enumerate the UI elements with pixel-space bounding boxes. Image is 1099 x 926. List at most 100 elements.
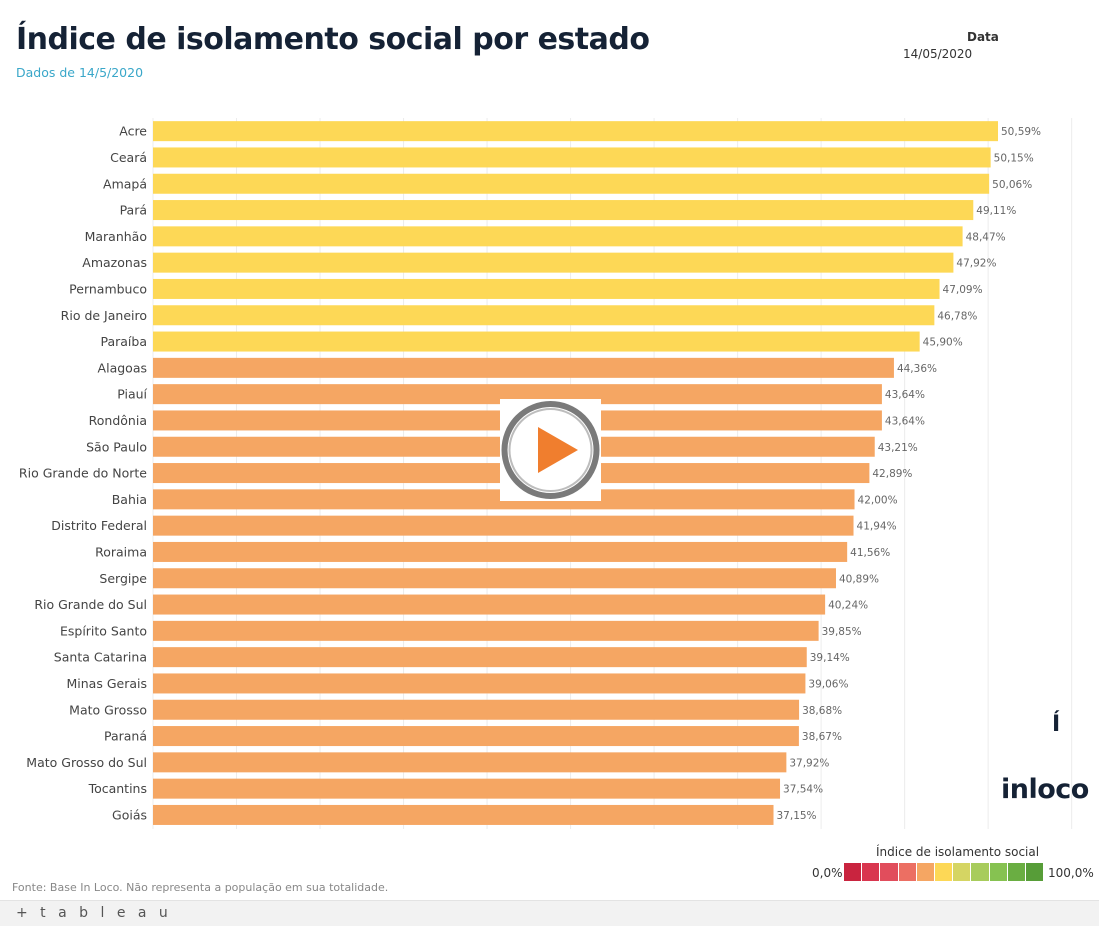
category-label: Rio de Janeiro xyxy=(61,308,147,323)
value-label: 39,14% xyxy=(810,652,850,664)
legend-swatch xyxy=(844,863,863,881)
value-label: 47,09% xyxy=(943,284,983,296)
category-label: Tocantins xyxy=(88,781,147,796)
category-label: Mato Grosso do Sul xyxy=(26,755,147,770)
legend-swatch xyxy=(880,863,899,881)
value-label: 43,64% xyxy=(885,389,925,401)
value-label: 42,00% xyxy=(858,494,898,506)
legend-swatch xyxy=(953,863,972,881)
value-label: 43,21% xyxy=(878,442,918,454)
category-label: Piauí xyxy=(117,387,147,402)
category-label: Amapá xyxy=(103,176,147,191)
legend-swatch xyxy=(862,863,881,881)
category-label: Distrito Federal xyxy=(51,518,147,533)
value-label: 38,67% xyxy=(802,731,842,743)
legend-swatch xyxy=(989,863,1008,881)
bar[interactable] xyxy=(153,594,826,615)
bar[interactable] xyxy=(153,515,854,536)
category-label: Espírito Santo xyxy=(60,623,147,638)
value-label: 41,56% xyxy=(850,547,890,559)
play-icon[interactable] xyxy=(500,399,601,501)
bar[interactable] xyxy=(153,200,974,221)
bar[interactable] xyxy=(153,726,799,747)
date-filter-value[interactable]: 14/05/2020 xyxy=(903,47,973,61)
category-labels: Acre Ceará Amapá Pará Maranhão Amazonas Pernam… xyxy=(19,124,148,823)
category-label: Maranhão xyxy=(85,229,147,244)
bar[interactable] xyxy=(153,620,819,641)
bar[interactable] xyxy=(153,226,963,247)
category-label: Minas Gerais xyxy=(67,676,148,691)
legend-swatch xyxy=(934,863,954,881)
category-label: Pará xyxy=(120,203,147,218)
category-label: Acre xyxy=(119,124,147,139)
value-label: 37,54% xyxy=(783,784,823,796)
bar[interactable] xyxy=(153,541,848,562)
value-label: 42,89% xyxy=(872,468,912,480)
legend-swatch xyxy=(916,863,935,881)
bar[interactable] xyxy=(153,673,806,694)
legend-min-label: 0,0% xyxy=(812,866,843,880)
tableau-logo[interactable]: + t a b l e a u xyxy=(16,905,172,921)
category-label: Rio Grande do Norte xyxy=(19,466,147,481)
category-label: Mato Grosso xyxy=(69,702,147,717)
value-label: 50,59% xyxy=(1001,126,1041,138)
legend-swatch xyxy=(1025,863,1045,881)
category-label: Amazonas xyxy=(82,255,147,270)
value-label: 43,64% xyxy=(885,415,925,427)
bar[interactable] xyxy=(153,121,998,142)
date-filter-label: Data xyxy=(967,30,999,44)
category-label: Paraíba xyxy=(100,334,147,349)
category-label: Rondônia xyxy=(89,413,147,428)
category-label: Alagoas xyxy=(98,360,147,375)
bar[interactable] xyxy=(153,778,781,799)
value-label: 37,15% xyxy=(777,810,817,822)
value-label: 38,68% xyxy=(802,705,842,717)
value-label: 44,36% xyxy=(897,363,937,375)
value-label: 40,24% xyxy=(828,600,868,612)
value-label: 41,94% xyxy=(857,521,897,533)
category-label: São Paulo xyxy=(86,439,147,454)
bar[interactable] xyxy=(153,647,807,668)
bar[interactable] xyxy=(153,252,954,273)
category-label: Paraná xyxy=(104,729,147,744)
value-labels: 50,59% 50,15% 50,06% 49,11% 48,47% 47,92% 47,0… xyxy=(777,126,1042,822)
value-label: 46,78% xyxy=(937,310,977,322)
video-play-overlay[interactable] xyxy=(500,399,601,501)
category-label: Pernambuco xyxy=(69,281,147,296)
legend-swatch xyxy=(898,863,917,881)
bar[interactable] xyxy=(153,278,940,299)
category-label: Santa Catarina xyxy=(54,650,147,665)
bar[interactable] xyxy=(153,147,991,168)
category-label: Rio Grande do Sul xyxy=(34,597,147,612)
tableau-footer: + t a b l e a u xyxy=(0,900,1099,926)
category-label: Goiás xyxy=(112,807,147,822)
value-label: 37,92% xyxy=(789,757,829,769)
chart-title: Índice de isolamento social por estado xyxy=(16,22,650,57)
value-label: 39,06% xyxy=(808,678,848,690)
value-label: 40,89% xyxy=(839,573,879,585)
bar[interactable] xyxy=(153,699,800,720)
bar[interactable] xyxy=(153,173,990,194)
legend-swatch xyxy=(971,863,990,881)
bar[interactable] xyxy=(153,804,774,825)
bar[interactable] xyxy=(153,568,836,589)
bar[interactable] xyxy=(153,331,920,352)
bar[interactable] xyxy=(153,305,935,326)
bar[interactable] xyxy=(153,357,894,378)
value-label: 50,15% xyxy=(994,152,1034,164)
inloco-logo[interactable]: inloco xyxy=(1001,774,1089,805)
legend-max-label: 100,0% xyxy=(1048,866,1094,880)
value-label: 47,92% xyxy=(956,258,996,270)
chart-subtitle: Dados de 14/5/2020 xyxy=(16,65,144,80)
category-label: Bahia xyxy=(112,492,147,507)
category-label: Sergipe xyxy=(99,571,147,586)
legend-title: Índice de isolamento social xyxy=(876,845,1040,859)
value-label: 39,85% xyxy=(822,626,862,638)
bar[interactable] xyxy=(153,384,882,405)
bar[interactable] xyxy=(153,752,787,773)
accent-letter-icon: Í xyxy=(1052,712,1061,737)
bars xyxy=(153,121,998,825)
category-label: Ceará xyxy=(110,150,147,165)
value-label: 48,47% xyxy=(966,231,1006,243)
value-label: 49,11% xyxy=(976,205,1016,217)
